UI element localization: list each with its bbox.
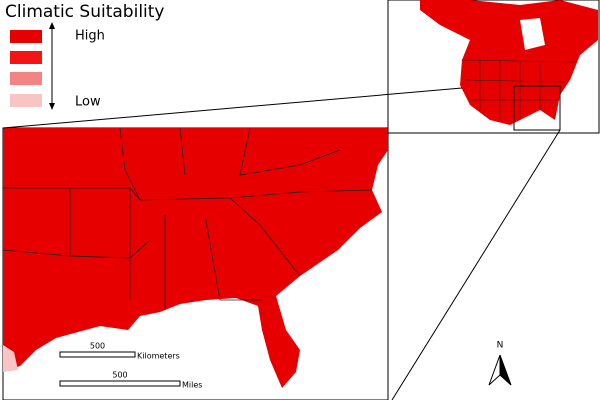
- legend-swatch: [10, 30, 42, 43]
- legend-swatches: [10, 30, 42, 107]
- inset-bay: [520, 18, 545, 50]
- legend-low: Low: [75, 95, 101, 110]
- main-map: [2, 127, 389, 400]
- zoom-line: [391, 129, 561, 400]
- scale-unit: Miles: [182, 381, 202, 390]
- state-borders: [2, 127, 373, 310]
- legend-swatch: [10, 51, 42, 64]
- legend-arrow-head: [49, 22, 55, 29]
- north-arrow-left: [488, 354, 501, 386]
- scale-bar: [59, 380, 181, 387]
- scale-unit: Kilometers: [137, 352, 180, 361]
- north-label: N: [497, 341, 504, 351]
- legend-high: High: [75, 29, 105, 44]
- legend-swatch: [10, 72, 42, 85]
- north-arrow-right: [499, 354, 512, 386]
- north-arrow: N: [488, 341, 512, 386]
- inset-land: [420, 0, 598, 125]
- legend: Climatic Suitability High Low: [5, 2, 165, 110]
- scale-bars: 500 Kilometers 500 Miles: [59, 342, 202, 390]
- scale-value: 500: [90, 342, 105, 351]
- scale-value: 500: [112, 371, 127, 380]
- legend-title: Climatic Suitability: [5, 2, 165, 22]
- inset-map: [387, 0, 600, 134]
- zoom-box: [513, 85, 561, 131]
- low-area: [3, 345, 18, 372]
- legend-swatch: [10, 94, 42, 107]
- zoom-line: [2, 87, 463, 129]
- scale-bar: [59, 351, 136, 358]
- legend-arrow-head: [49, 103, 55, 110]
